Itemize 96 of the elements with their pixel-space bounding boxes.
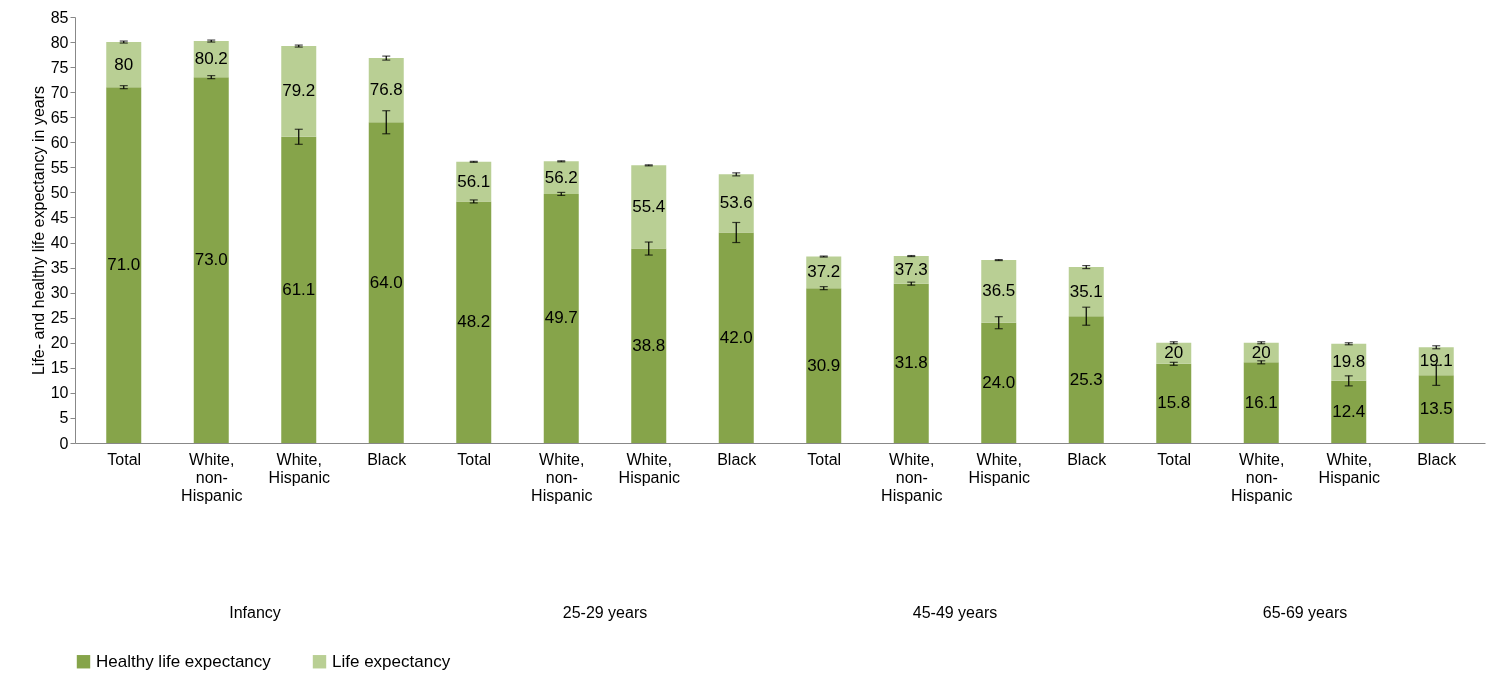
x-tick-label: White, non-Hispanic [181, 450, 243, 504]
y-tick-label: 65 [50, 108, 69, 126]
bar [631, 165, 667, 249]
data-label: 31.8 [894, 353, 928, 373]
data-label: 13.5 [1419, 399, 1453, 419]
bar [368, 58, 404, 123]
x-tick-label: White, non-Hispanic [1231, 450, 1293, 504]
x-tick-label: Total [1157, 450, 1192, 468]
total-label: 76.8 [369, 80, 403, 100]
total-label: 35.1 [1069, 281, 1103, 301]
legend-label: Healthy life expectancy [96, 651, 272, 671]
bar [981, 322, 1017, 443]
data-label: 24.0 [982, 372, 1016, 392]
y-tick-label: 25 [50, 309, 69, 327]
x-tick-label: Total [107, 450, 142, 468]
total-label: 79.2 [282, 81, 316, 101]
total-label: 19.8 [1332, 352, 1366, 372]
bar [1243, 362, 1279, 443]
text: 25-29 years [562, 604, 648, 621]
bar [543, 193, 579, 443]
total-label: 37.2 [807, 262, 841, 282]
y-tick-label: 70 [50, 83, 69, 101]
y-tick-label: 80 [50, 33, 69, 51]
bar [106, 42, 142, 88]
x-tick-label: Black [1067, 450, 1108, 468]
data-label: 64.0 [369, 272, 403, 292]
data-label: 15.8 [1157, 393, 1191, 413]
bar [1418, 375, 1454, 443]
x-tick-label: White, non-Hispanic [531, 450, 593, 504]
bar [456, 201, 492, 443]
data-label: 12.4 [1332, 401, 1366, 421]
data-label: 30.9 [807, 355, 841, 375]
y-axis-title: Life- and healthy life expectancy in years [29, 85, 47, 376]
x-tick-label: White, Hispanic [268, 450, 330, 486]
x-tick-label: Total [457, 450, 492, 468]
bar [893, 283, 929, 443]
bar [1331, 380, 1367, 443]
total-label: 37.3 [894, 259, 928, 279]
y-tick-label: 0 [59, 434, 69, 452]
total-label: 36.5 [982, 281, 1016, 301]
data-label: 48.2 [457, 312, 491, 332]
data-label: 25.3 [1069, 369, 1103, 389]
legend-label: Life expectancy [332, 651, 451, 671]
data-label: 38.8 [632, 335, 666, 355]
data-label: 61.1 [282, 279, 316, 299]
total-label: 19.1 [1419, 351, 1453, 371]
y-tick-label: 55 [50, 158, 69, 176]
y-tick-label: 15 [50, 359, 69, 377]
bar [981, 260, 1017, 323]
x-tick-label: White, Hispanic [618, 450, 680, 486]
y-tick-label: 10 [50, 384, 69, 402]
x-tick-label: White, Hispanic [968, 450, 1030, 486]
bar [718, 174, 754, 233]
total-label: 55.4 [632, 196, 666, 216]
y-tick-label: 35 [50, 259, 69, 277]
x-tick-label: Black [367, 450, 408, 468]
bar [1156, 363, 1192, 443]
bar [1068, 316, 1104, 443]
bar [368, 122, 404, 443]
y-tick-label: 30 [50, 284, 69, 302]
bar [106, 87, 142, 443]
bar [193, 77, 229, 443]
bar [631, 248, 667, 443]
data-label: 73.0 [194, 250, 228, 270]
bar [1068, 267, 1104, 317]
total-label: 80 [114, 54, 134, 74]
x-tick-label: Black [1417, 450, 1458, 468]
total-label: 20 [1251, 342, 1271, 362]
bar [281, 46, 317, 137]
y-tick-label: 60 [50, 133, 69, 151]
total-label: 80.2 [194, 49, 228, 69]
data-label: 71.0 [107, 255, 141, 275]
y-tick-label: 50 [50, 183, 69, 201]
bar [718, 232, 754, 443]
total-label: 53.6 [719, 193, 753, 213]
bar [281, 136, 317, 443]
data-label: 16.1 [1244, 392, 1278, 412]
data-label: 49.7 [544, 308, 578, 328]
y-tick-label: 20 [50, 334, 69, 352]
x-tick-label: Black [717, 450, 758, 468]
x-tick-label: White, non-Hispanic [881, 450, 943, 504]
y-tick-label: 5 [59, 409, 69, 427]
x-tick-label: White, Hispanic [1318, 450, 1380, 486]
text: 45-49 years [912, 604, 998, 621]
text: Infancy [229, 604, 281, 621]
y-tick-label: 40 [50, 234, 69, 252]
y-tick-label: 45 [50, 208, 69, 226]
x-tick-label: Total [807, 450, 842, 468]
total-label: 20 [1164, 343, 1184, 363]
y-tick-label: 75 [50, 58, 69, 76]
total-label: 56.2 [544, 167, 578, 187]
data-label: 42.0 [719, 327, 753, 347]
y-tick-label: 85 [50, 8, 69, 26]
bar [806, 288, 842, 443]
total-label: 56.1 [457, 171, 491, 191]
text: 65-69 years [1262, 604, 1348, 621]
